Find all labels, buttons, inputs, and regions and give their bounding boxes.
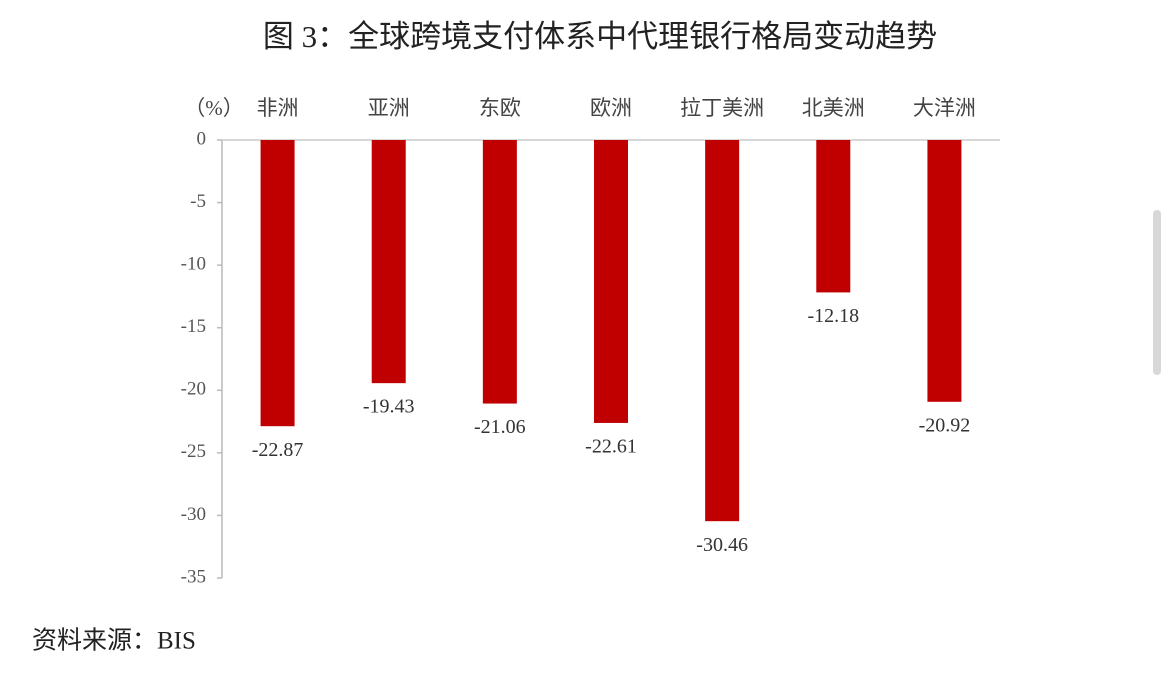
chart-title: 图 3：全球跨境支付体系中代理银行格局变动趋势 bbox=[263, 19, 937, 54]
y-tick-label: -30 bbox=[181, 504, 206, 525]
value-label: -22.87 bbox=[252, 439, 304, 461]
value-label: -21.06 bbox=[474, 416, 526, 438]
value-label: -22.61 bbox=[585, 436, 637, 458]
value-label: -12.18 bbox=[807, 305, 859, 327]
y-tick-label: -35 bbox=[181, 566, 206, 587]
x-tick-label: 拉丁美洲 bbox=[680, 96, 764, 120]
x-tick-label: 大洋洲 bbox=[913, 96, 976, 120]
y-tick-label: -25 bbox=[181, 441, 206, 462]
bar bbox=[816, 140, 851, 293]
bar bbox=[482, 140, 517, 404]
bar bbox=[705, 140, 740, 522]
x-tick-label: 东欧 bbox=[479, 96, 521, 120]
value-label: -20.92 bbox=[919, 414, 971, 436]
y-tick-label: -5 bbox=[190, 191, 206, 212]
scrollbar[interactable] bbox=[1153, 210, 1161, 375]
value-label: -30.46 bbox=[696, 534, 748, 556]
y-tick-label: 0 bbox=[197, 128, 207, 149]
x-tick-label: 亚洲 bbox=[368, 96, 410, 120]
value-label: -19.43 bbox=[363, 396, 415, 418]
x-tick-label: 非洲 bbox=[257, 96, 299, 120]
y-tick-label: -20 bbox=[181, 379, 206, 400]
y-axis-label: （%） bbox=[184, 96, 244, 120]
bar bbox=[260, 140, 295, 427]
y-tick-label: -10 bbox=[181, 254, 206, 275]
y-tick-label: -15 bbox=[181, 316, 206, 337]
bar bbox=[927, 140, 962, 402]
source-note: 资料来源：BIS bbox=[32, 627, 196, 655]
bar bbox=[371, 140, 406, 384]
x-tick-label: 北美洲 bbox=[802, 96, 865, 120]
bar bbox=[594, 140, 628, 423]
x-tick-label: 欧洲 bbox=[590, 96, 632, 120]
